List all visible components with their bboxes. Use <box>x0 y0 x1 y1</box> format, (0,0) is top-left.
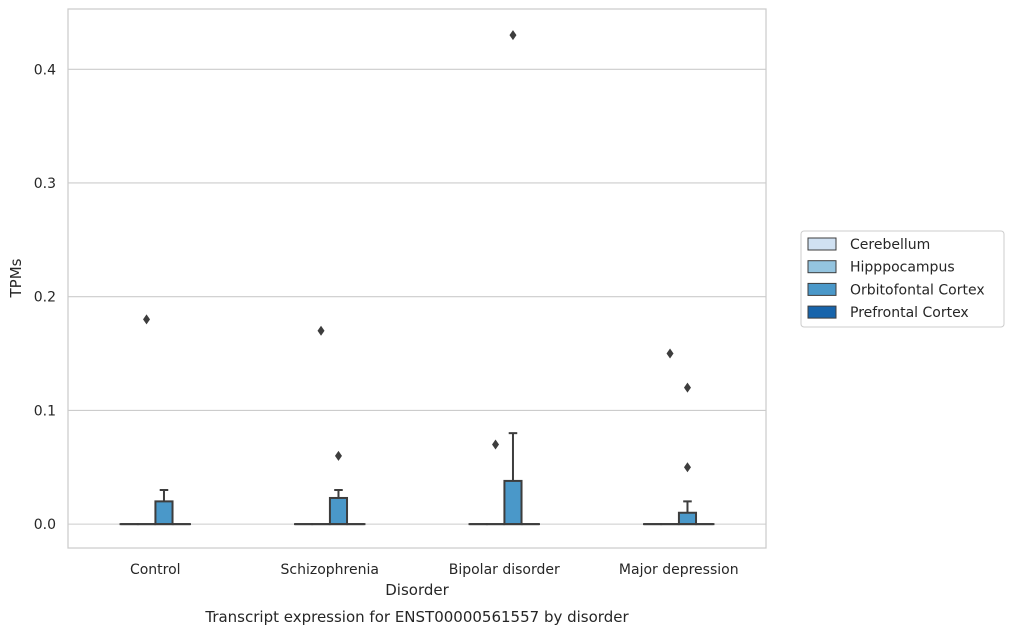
box-rect <box>503 479 523 526</box>
y-tick-label: 0.3 <box>34 176 56 192</box>
boxes <box>119 432 715 526</box>
legend-swatch <box>807 237 837 251</box>
outlier-point <box>334 450 342 461</box>
legend-swatch <box>807 282 837 296</box>
y-tick-label: 0.1 <box>34 403 56 419</box>
y-tick-label: 0.4 <box>34 62 56 78</box>
x-tick-label: Bipolar disorder <box>449 562 560 578</box>
x-tick-label: Control <box>130 562 181 578</box>
outlier-point <box>683 382 691 393</box>
legend-label: Cerebellum <box>850 237 930 253</box>
y-axis-title: TPMs <box>7 258 25 298</box>
x-tick-label: Schizophrenia <box>281 562 379 578</box>
x-tick-labels: Control Schizophrenia Bipolar disorder Majo… <box>130 562 739 578</box>
legend-swatch <box>807 305 837 319</box>
y-tick-labels: 0.0 0.1 0.2 0.3 0.4 <box>34 62 56 533</box>
box-rect <box>677 511 698 526</box>
chart-caption: Transcript expression for ENST0000056155… <box>204 608 629 626</box>
legend-label: Prefrontal Cortex <box>850 305 969 321</box>
outliers <box>143 30 691 473</box>
outlier-point <box>509 30 517 41</box>
outlier-point <box>143 314 151 325</box>
plot-frame <box>67 8 767 549</box>
outlier-point <box>317 325 325 336</box>
x-tick-label: Major depression <box>619 562 739 578</box>
x-axis-title: Disorder <box>385 581 449 599</box>
legend-swatch <box>807 260 837 274</box>
box-group <box>503 432 523 526</box>
legend-label: Orbitofontal Cortex <box>850 282 985 298</box>
y-tick-label: 0.2 <box>34 290 56 306</box>
y-tick-label: 0.0 <box>34 517 56 533</box>
grid-lines <box>68 68 766 525</box>
legend-items: Cerebellum Hipppocampus Orbitofontal Corte… <box>807 237 985 321</box>
box-rect <box>154 500 174 526</box>
box-group <box>677 500 698 526</box>
box-group <box>154 489 174 526</box>
outlier-point <box>683 462 691 473</box>
legend-label: Hipppocampus <box>850 260 955 276</box>
legend: Cerebellum Hipppocampus Orbitofontal Corte… <box>800 230 1005 328</box>
box-group <box>328 489 349 526</box>
legend-frame <box>800 230 1005 328</box>
outlier-point <box>492 439 500 450</box>
outlier-point <box>666 348 674 359</box>
box-rect <box>328 496 349 526</box>
